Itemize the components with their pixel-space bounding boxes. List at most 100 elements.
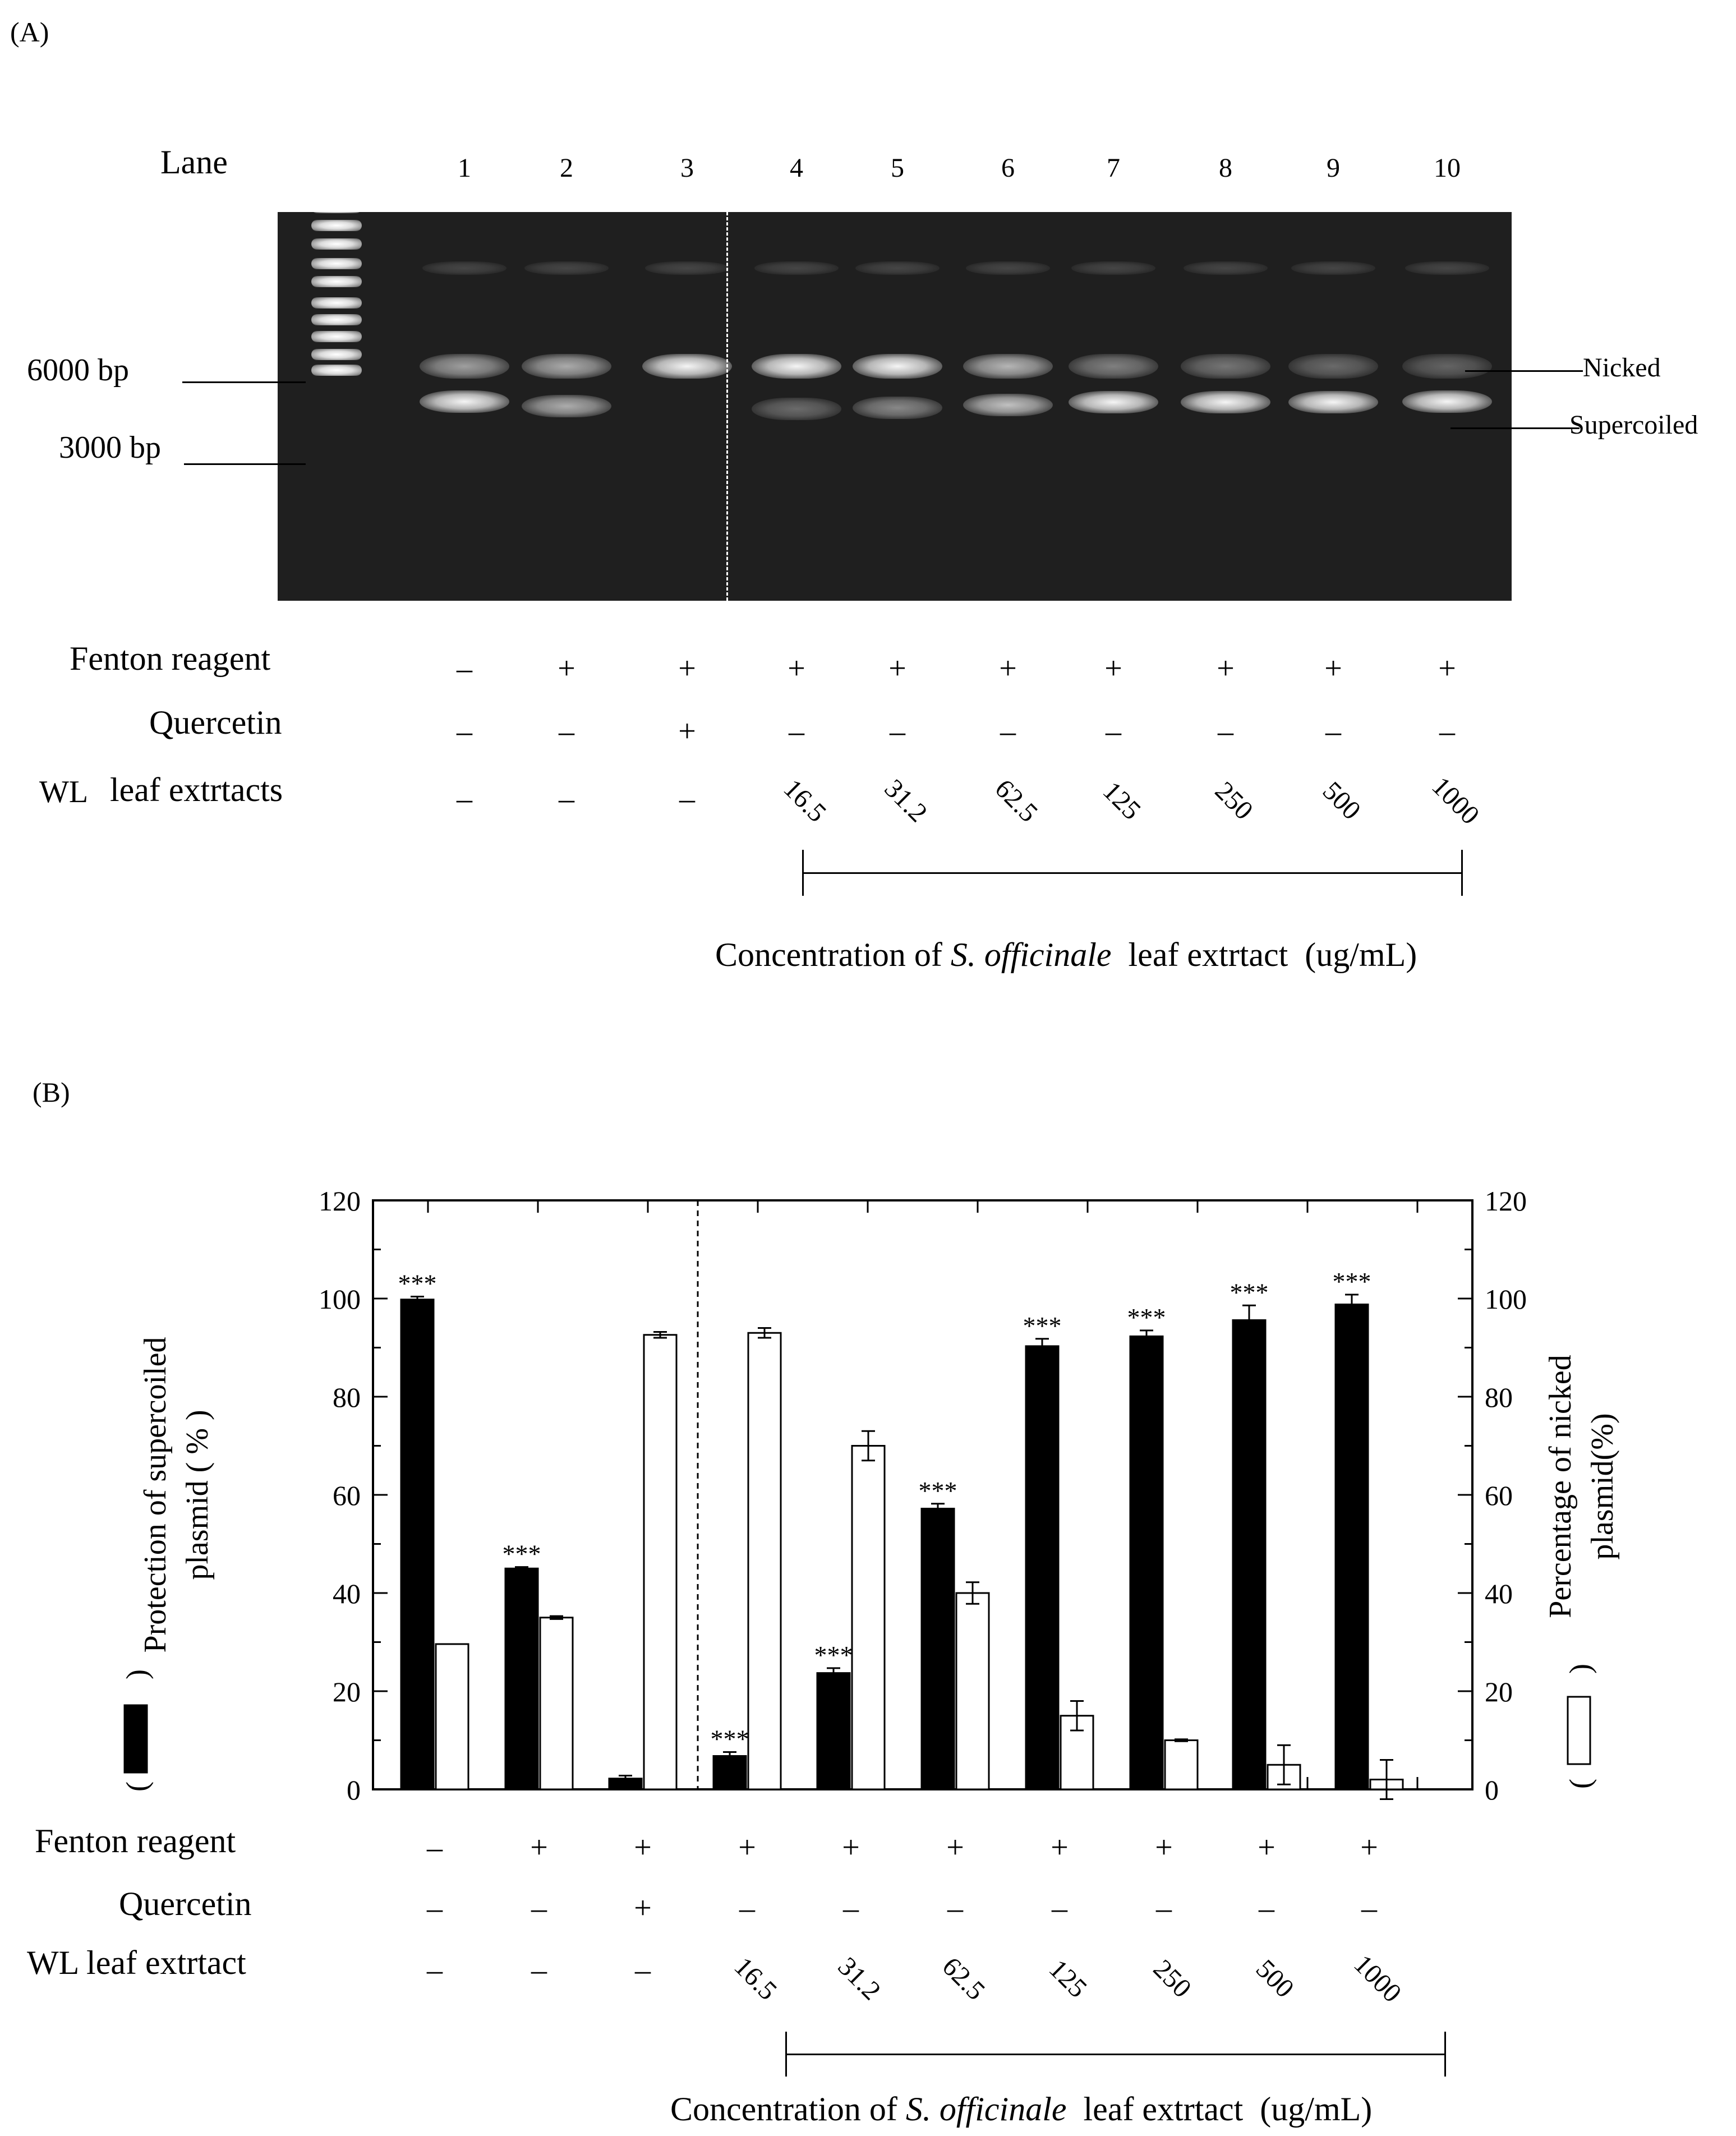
lane-number: 7 [1107,153,1120,183]
a-wl-value: 16.5 [777,774,832,828]
well-band [422,261,506,275]
nicked-band [963,354,1053,379]
ladder-band [311,258,362,269]
marker-3000-line [184,463,306,465]
protection-bar [608,1778,643,1790]
gel-image [278,212,1512,601]
significance-label: *** [503,1540,541,1568]
b-fenton-value: + [634,1830,652,1865]
y-tick-label-right: 60 [1485,1480,1513,1511]
nicked-band [1069,354,1158,379]
a-wl-value: 31.2 [878,774,933,828]
marker-3000-label: 3000 bp [59,430,161,465]
y-tick-label-left: 20 [333,1676,361,1707]
supercoiled-label: Supercoiled [1569,410,1698,440]
b-quercetin-value: – [1361,1891,1377,1926]
b-bracket-left-tick [785,2032,787,2077]
a-row-quercetin-label: Quercetin [149,704,282,741]
y-tick-label-left: 100 [319,1283,361,1315]
a-conc-pre: Concentration of [715,936,951,973]
protection-bar [1129,1335,1164,1790]
y-tick-label-right: 100 [1485,1283,1527,1315]
supercoiled-band [963,393,1053,416]
protection-bar [712,1755,747,1790]
well-band [645,261,729,275]
nicked-band [642,354,732,379]
b-bracket-right-tick [1444,2032,1446,2077]
a-fenton-value: – [457,651,472,686]
y-tick-label-left: 0 [347,1774,361,1806]
lane-number: 6 [1001,153,1015,183]
supercoiled-band [420,390,509,413]
protection-bar [504,1567,539,1790]
significance-label: *** [1230,1278,1269,1306]
well-band [1071,261,1155,275]
nicked-band [1181,354,1270,379]
nicked-band [1402,354,1492,379]
a-quercetin-value: – [1439,714,1455,749]
panel-b-label: (B) [33,1076,70,1108]
b-fenton-value: + [1258,1830,1275,1865]
b-wl-value: 500 [1250,1954,1300,2004]
panel-a-label: (A) [10,16,49,48]
supercoiled-pointer-line [1450,427,1580,429]
well-band [855,261,940,275]
nicked-band [1288,354,1378,379]
y-tick-label-left: 80 [333,1382,361,1413]
lane-number: 1 [458,153,471,183]
significance-label: *** [711,1725,749,1753]
b-wl-value: 31.2 [832,1951,887,2006]
a-wl-value: – [559,781,574,816]
b-quercetin-value: – [843,1891,859,1926]
legend-swatch-protection [123,1704,148,1774]
nicked-bar [1164,1739,1199,1790]
a-wl-value: – [679,781,695,816]
protection-bar [816,1672,851,1790]
a-wl-value: 1000 [1426,771,1485,831]
supercoiled-band [752,398,841,421]
ladder-band [311,314,362,325]
a-concentration-bracket [802,872,1463,874]
lane-header: Lane [160,144,228,181]
significance-label: *** [919,1476,957,1505]
b-row-wl-label: WL leaf extrtact [27,1944,246,1981]
a-quercetin-value: – [559,714,574,749]
b-quercetin-value: – [427,1891,443,1926]
well-band [754,261,839,275]
a-bracket-left-tick [802,850,804,896]
protection-bar [1334,1304,1369,1790]
protection-bar [400,1299,435,1790]
b-conc-species: S. officinale [905,2091,1067,2128]
y-tick-label-right: 40 [1485,1578,1513,1609]
lane-number: 2 [560,153,573,183]
a-wl-value: 500 [1316,776,1367,826]
lane-number: 5 [891,153,904,183]
b-wl-value: 62.5 [936,1951,991,2006]
supercoiled-band [1402,390,1492,413]
marker-6000-line [182,381,306,383]
legend-paren: ( [120,1781,154,1792]
b-concentration-label: Concentration of S. officinale leaf extr… [670,2090,1372,2129]
a-conc-post: leaf extrtact (ug/mL) [1111,936,1417,973]
b-quercetin-value: – [1156,1891,1172,1926]
b-fenton-value: + [1155,1830,1173,1865]
a-fenton-value: + [788,651,805,686]
b-fenton-value: + [530,1830,548,1865]
ladder-band [311,331,362,342]
well-band [1184,261,1268,275]
b-quercetin-value: – [1259,1891,1274,1926]
lane-number: 10 [1434,153,1461,183]
ladder-band [311,238,362,250]
a-row-wl-label: leaf extrtacts [110,771,283,808]
a-fenton-value: + [678,651,696,686]
a-quercetin-value: + [678,714,696,749]
y-tick-label-right: 0 [1485,1774,1499,1806]
ladder-band [311,212,362,213]
nicked-bar [539,1617,574,1790]
b-wl-value: 125 [1043,1954,1093,2004]
y-tick-label-left: 60 [333,1480,361,1511]
legend-paren: ) [120,1669,154,1679]
b-wl-value: – [427,1953,443,1987]
nicked-pointer-line [1465,370,1583,372]
a-quercetin-value: – [789,714,804,749]
